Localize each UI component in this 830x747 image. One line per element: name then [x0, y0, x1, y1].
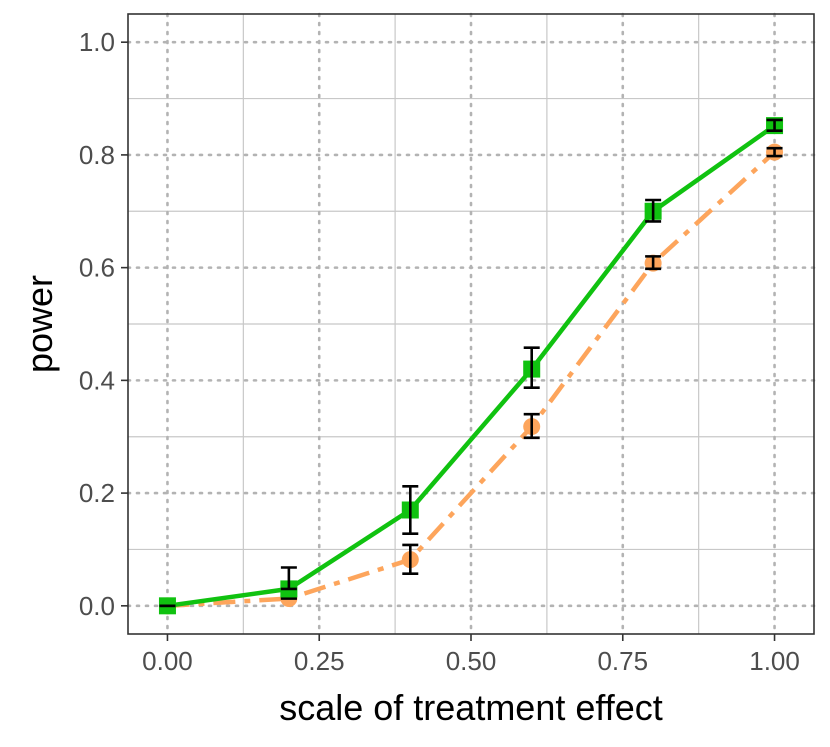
x-tick-label: 0.50: [446, 646, 497, 676]
axis-tick-labels: 0.00 0.25 0.50 0.75 1.00 0.0 0.2 0.4 0.6 0.8 1.0: [79, 27, 800, 676]
axis-ticks: [121, 41, 776, 641]
error-bar-orange-dashed: [766, 146, 783, 158]
error-bar-green-solid: [766, 118, 783, 132]
x-tick-label: 0.75: [597, 646, 648, 676]
y-tick-label: 0.8: [79, 140, 115, 170]
x-axis-title: scale of treatment effect: [279, 687, 663, 728]
y-tick-label: 0.0: [79, 591, 115, 621]
error-bar-green-solid: [280, 566, 297, 591]
error-bar-green-solid: [402, 485, 419, 535]
y-tick-label: 0.6: [79, 253, 115, 283]
x-tick-label: 0.25: [294, 646, 345, 676]
series-layer: [158, 117, 784, 615]
series-line-orange-dashed: [167, 150, 777, 609]
error-bar-green-solid: [645, 198, 662, 223]
error-bar-orange-dashed: [402, 543, 419, 575]
error-bar-orange-dashed: [645, 255, 662, 271]
x-tick-label: 0.00: [142, 646, 193, 676]
y-axis-title: power: [19, 275, 60, 373]
error-bar-green-solid: [523, 346, 540, 389]
y-tick-label: 0.4: [79, 365, 115, 395]
series-line-green-solid: [167, 123, 776, 609]
x-tick-label: 1.00: [749, 646, 800, 676]
error-bar-orange-dashed: [523, 412, 540, 440]
y-tick-label: 1.0: [79, 27, 115, 57]
y-tick-label: 0.2: [79, 478, 115, 508]
